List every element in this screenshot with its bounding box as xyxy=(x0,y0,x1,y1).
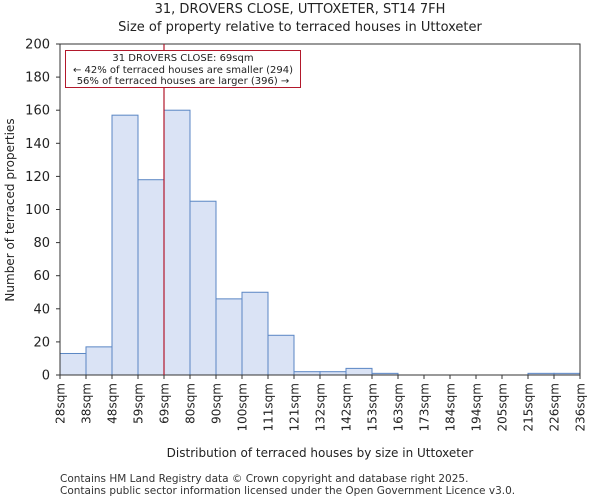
bar-59sqm xyxy=(137,179,165,376)
bar-111sqm xyxy=(267,334,295,376)
annotation-line-3: 56% of terraced houses are larger (396) … xyxy=(76,76,290,87)
footer-line-1: Contains HM Land Registry data © Crown c… xyxy=(60,473,469,485)
chart-title-line-1: 31, DROVERS CLOSE, UTTOXETER, ST14 7FH xyxy=(154,2,446,17)
y-ticks-group: 0 20 40 60 80 100 120 140 160 180 200 xyxy=(25,38,60,384)
footer-line-2: Contains public sector information licen… xyxy=(60,485,516,497)
x-tick-label: 184sqm xyxy=(444,383,458,431)
x-tick-label: 153sqm xyxy=(366,383,380,431)
x-tick-label: 194sqm xyxy=(470,383,484,431)
y-tick-label: 140 xyxy=(25,137,50,152)
bar-142sqm xyxy=(345,367,373,376)
y-tick-label: 200 xyxy=(25,38,50,53)
y-tick-label: 80 xyxy=(33,236,50,251)
x-tick-label: 205sqm xyxy=(496,383,510,431)
x-tick-label: 226sqm xyxy=(548,383,562,431)
bar-28sqm xyxy=(59,352,87,376)
x-tick-label: 48sqm xyxy=(106,383,120,424)
x-tick-label: 111sqm xyxy=(262,383,276,431)
bar-48sqm xyxy=(111,114,139,376)
chart-title-line-2: Size of property relative to terraced ho… xyxy=(118,20,482,35)
x-tick-label: 38sqm xyxy=(80,383,94,424)
y-tick-label: 100 xyxy=(25,203,50,218)
bar-80sqm xyxy=(189,200,217,376)
y-tick-label: 20 xyxy=(33,335,50,350)
y-tick-label: 120 xyxy=(25,170,50,185)
x-tick-label: 80sqm xyxy=(184,383,198,424)
bars-group xyxy=(59,109,581,376)
y-tick-label: 40 xyxy=(33,302,50,317)
x-tick-label: 142sqm xyxy=(340,383,354,431)
x-tick-label: 90sqm xyxy=(210,383,224,424)
x-tick-label: 121sqm xyxy=(288,383,302,431)
x-tick-label: 173sqm xyxy=(418,383,432,431)
x-ticks-group: 28sqm 38sqm 48sqm 59sqm 69sqm 80sqm 90sqm 100sq… xyxy=(54,375,588,431)
y-tick-label: 0 xyxy=(42,369,50,384)
bar-38sqm xyxy=(85,346,113,376)
y-tick-label: 60 xyxy=(33,269,50,284)
x-tick-label: 69sqm xyxy=(158,383,172,424)
y-tick-label: 160 xyxy=(25,104,50,119)
annotation-line-1: 31 DROVERS CLOSE: 69sqm xyxy=(112,53,254,64)
annotation-box: 31 DROVERS CLOSE: 69sqm ← 42% of terrace… xyxy=(65,50,301,88)
x-tick-label: 163sqm xyxy=(392,383,406,431)
x-tick-label: 236sqm xyxy=(574,383,588,431)
bar-90sqm xyxy=(215,298,243,376)
bar-100sqm xyxy=(241,291,269,376)
x-tick-label: 100sqm xyxy=(236,383,250,431)
y-tick-label: 180 xyxy=(25,71,50,86)
y-axis-label: Number of terraced properties xyxy=(3,118,17,301)
x-tick-label: 59sqm xyxy=(132,383,146,424)
x-tick-label: 132sqm xyxy=(314,383,328,431)
annotation-line-2: ← 42% of terraced houses are smaller (29… xyxy=(72,64,294,76)
x-tick-label: 215sqm xyxy=(522,383,536,431)
x-tick-label: 28sqm xyxy=(54,383,68,424)
x-axis-label: Distribution of terraced houses by size … xyxy=(167,446,474,460)
bar-69sqm xyxy=(163,109,191,376)
